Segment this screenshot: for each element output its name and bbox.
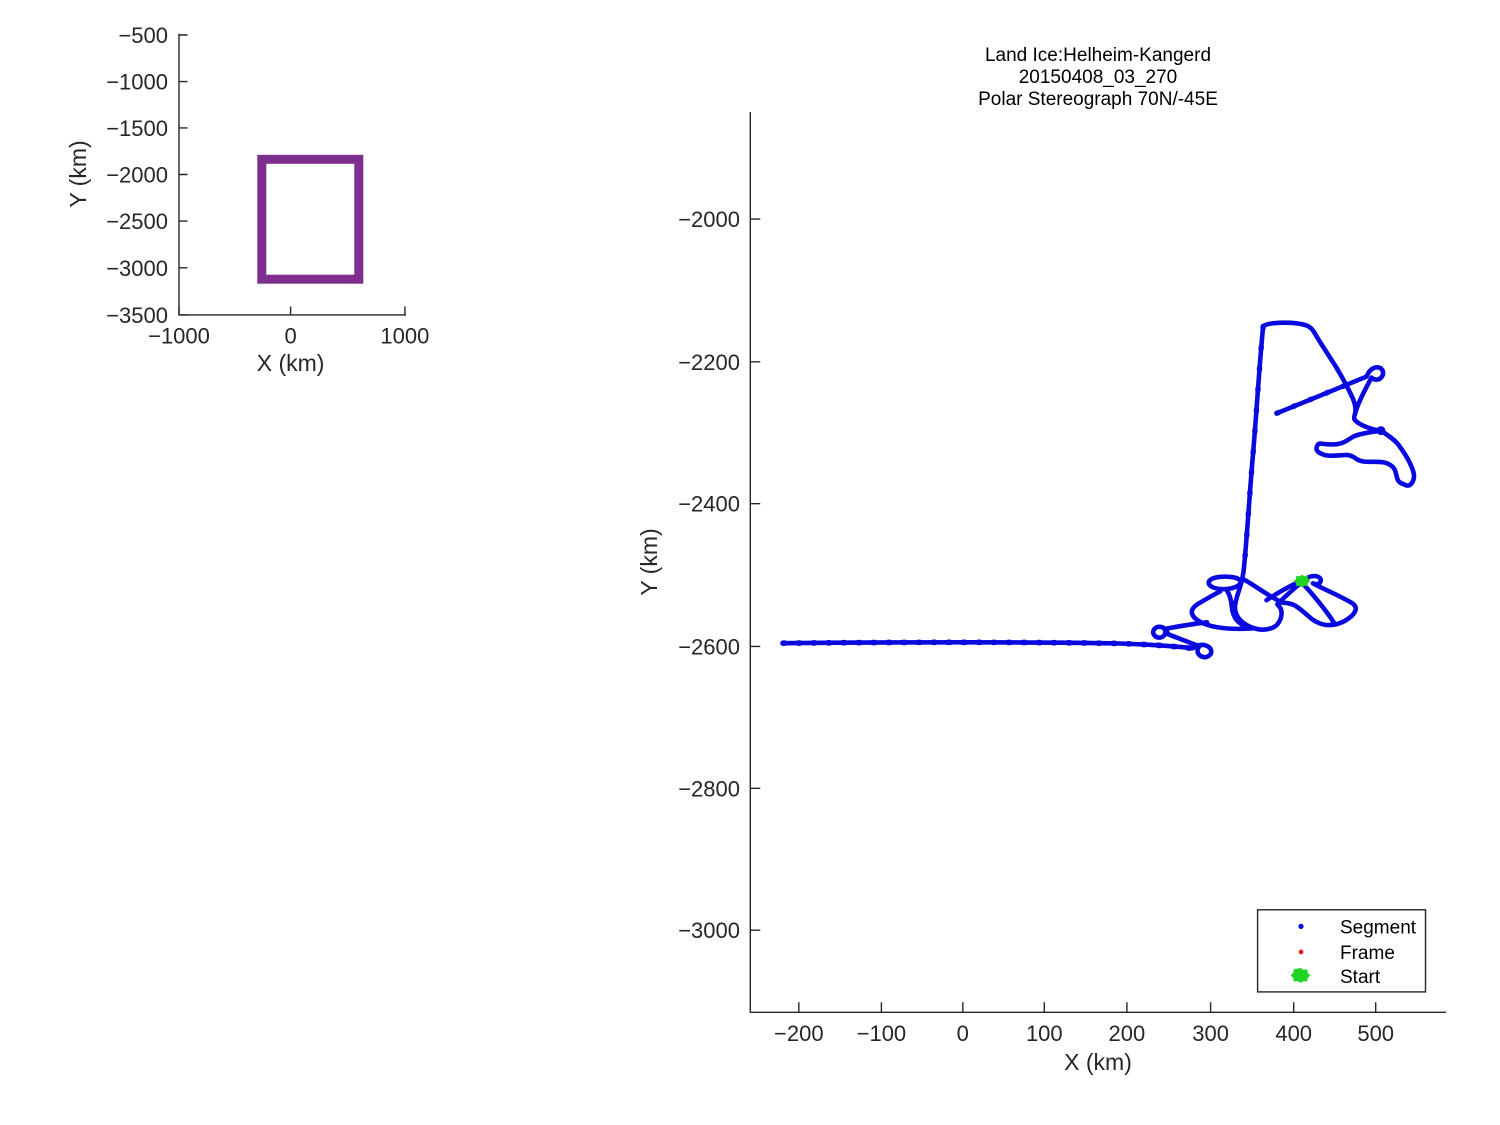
svg-text:500: 500: [1357, 1021, 1394, 1046]
svg-text:−1500: −1500: [106, 116, 168, 141]
svg-text:−100: −100: [857, 1021, 907, 1046]
svg-text:200: 200: [1109, 1021, 1146, 1046]
svg-text:−2200: −2200: [678, 350, 740, 375]
svg-text:Land Ice:Helheim-Kangerd: Land Ice:Helheim-Kangerd: [985, 45, 1211, 66]
svg-text:−1000: −1000: [148, 324, 210, 349]
svg-text:−500: −500: [118, 23, 168, 48]
svg-text:−2500: −2500: [106, 209, 168, 234]
svg-text:−2400: −2400: [678, 492, 740, 517]
svg-text:Y (km): Y (km): [636, 528, 662, 595]
svg-text:400: 400: [1275, 1021, 1312, 1046]
svg-text:−200: −200: [774, 1021, 824, 1046]
svg-text:−3000: −3000: [106, 256, 168, 281]
svg-text:0: 0: [957, 1021, 969, 1046]
svg-text:Polar Stereograph 70N/-45E: Polar Stereograph 70N/-45E: [978, 89, 1218, 110]
svg-text:Start: Start: [1340, 967, 1381, 988]
svg-text:Frame: Frame: [1340, 943, 1395, 964]
svg-text:−3500: −3500: [106, 303, 168, 328]
svg-text:−2000: −2000: [106, 163, 168, 188]
svg-text:−1000: −1000: [106, 70, 168, 95]
svg-text:Y (km): Y (km): [65, 140, 91, 207]
svg-text:100: 100: [1026, 1021, 1063, 1046]
svg-text:300: 300: [1192, 1021, 1229, 1046]
svg-text:Segment: Segment: [1340, 917, 1417, 938]
svg-text:X (km): X (km): [1064, 1049, 1132, 1075]
svg-text:0: 0: [284, 324, 296, 349]
svg-text:1000: 1000: [380, 324, 429, 349]
svg-text:−2600: −2600: [678, 634, 740, 659]
svg-text:−2800: −2800: [678, 776, 740, 801]
svg-text:X (km): X (km): [257, 350, 325, 376]
svg-text:−2000: −2000: [678, 207, 740, 232]
svg-text:−3000: −3000: [678, 918, 740, 943]
svg-text:20150408_03_270: 20150408_03_270: [1019, 67, 1178, 88]
